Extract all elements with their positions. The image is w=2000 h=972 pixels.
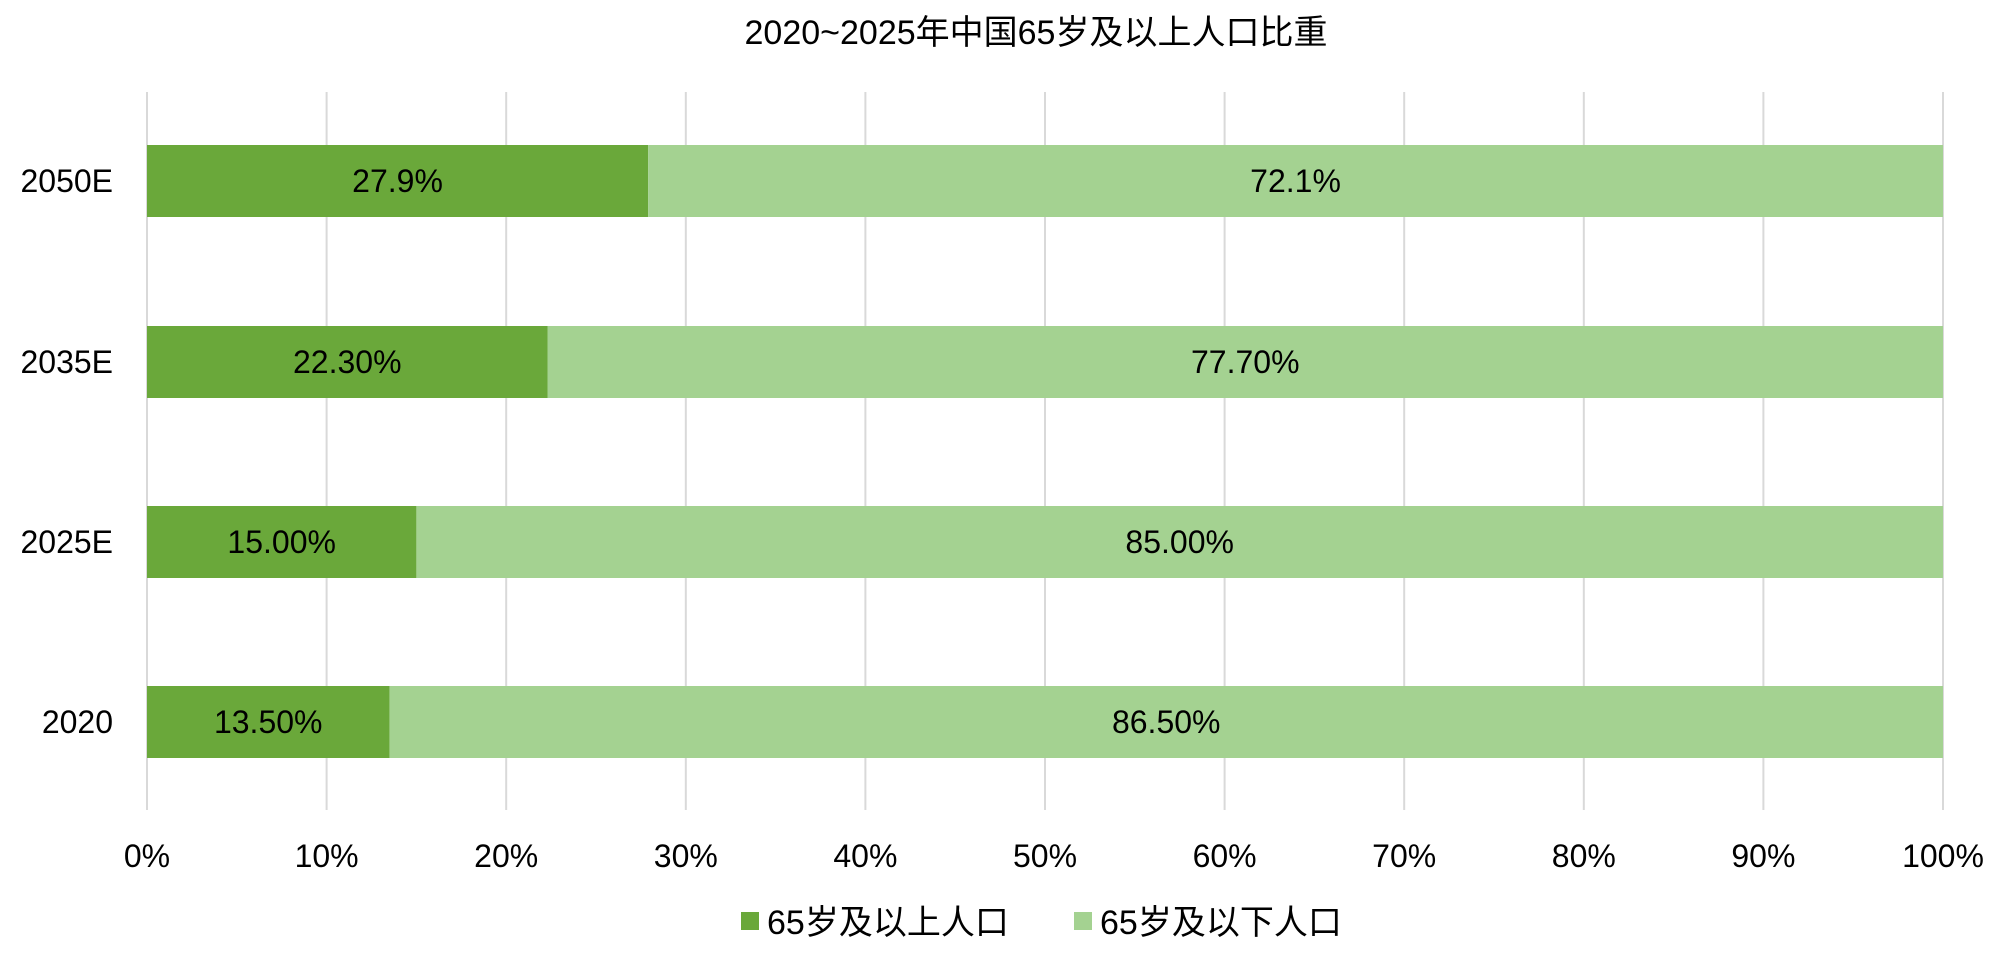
legend-label: 65岁及以上人口	[767, 904, 1009, 942]
x-tick-label: 30%	[654, 838, 718, 874]
x-axis-tick-labels: 0% 10% 20% 30% 40% 50% 60% 70% 80% 90% 100%	[124, 838, 1984, 874]
bar-data-label: 85.00%	[1125, 524, 1234, 560]
x-tick-label: 40%	[833, 838, 897, 874]
chart-title: 2020~2025年中国65岁及以上人口比重	[745, 14, 1328, 52]
x-tick-label: 50%	[1013, 838, 1077, 874]
x-tick-label: 90%	[1731, 838, 1795, 874]
category-label: 2050E	[20, 163, 113, 199]
bars	[147, 145, 1944, 758]
legend-label: 65岁及以下人口	[1100, 904, 1342, 942]
data-labels: 27.9% 72.1% 22.30% 77.70% 15.00% 85.00% 13.50%…	[214, 163, 1341, 740]
legend-swatch	[1074, 912, 1092, 930]
x-tick-label: 60%	[1193, 838, 1257, 874]
legend-swatch	[741, 912, 759, 930]
bar-data-label: 27.9%	[352, 163, 443, 199]
bar-data-label: 86.50%	[1112, 704, 1221, 740]
category-label: 2035E	[20, 344, 113, 380]
x-tick-label: 70%	[1372, 838, 1436, 874]
x-tick-label: 20%	[474, 838, 538, 874]
bar-segment	[147, 145, 649, 217]
bar-segment	[147, 506, 417, 578]
x-tick-label: 10%	[295, 838, 359, 874]
bar-data-label: 72.1%	[1250, 163, 1341, 199]
legend: 65岁及以上人口 65岁及以下人口	[741, 904, 1342, 942]
bar-segment	[547, 326, 1943, 398]
bar-segment	[416, 506, 1943, 578]
x-tick-label: 0%	[124, 838, 170, 874]
x-tick-label: 100%	[1902, 838, 1984, 874]
bar-data-label: 77.70%	[1191, 344, 1300, 380]
bar-segment	[147, 686, 390, 758]
bar-segment	[389, 686, 1944, 758]
bar-segment	[147, 326, 548, 398]
bar-data-label: 15.00%	[227, 524, 336, 560]
category-label: 2025E	[20, 524, 113, 560]
bar-data-label: 22.30%	[293, 344, 402, 380]
x-tick-label: 80%	[1552, 838, 1616, 874]
bar-segment	[648, 145, 1943, 217]
category-axis-labels: 2050E 2035E 2025E 2020	[20, 163, 113, 740]
category-label: 2020	[42, 704, 113, 740]
bar-data-label: 13.50%	[214, 704, 323, 740]
